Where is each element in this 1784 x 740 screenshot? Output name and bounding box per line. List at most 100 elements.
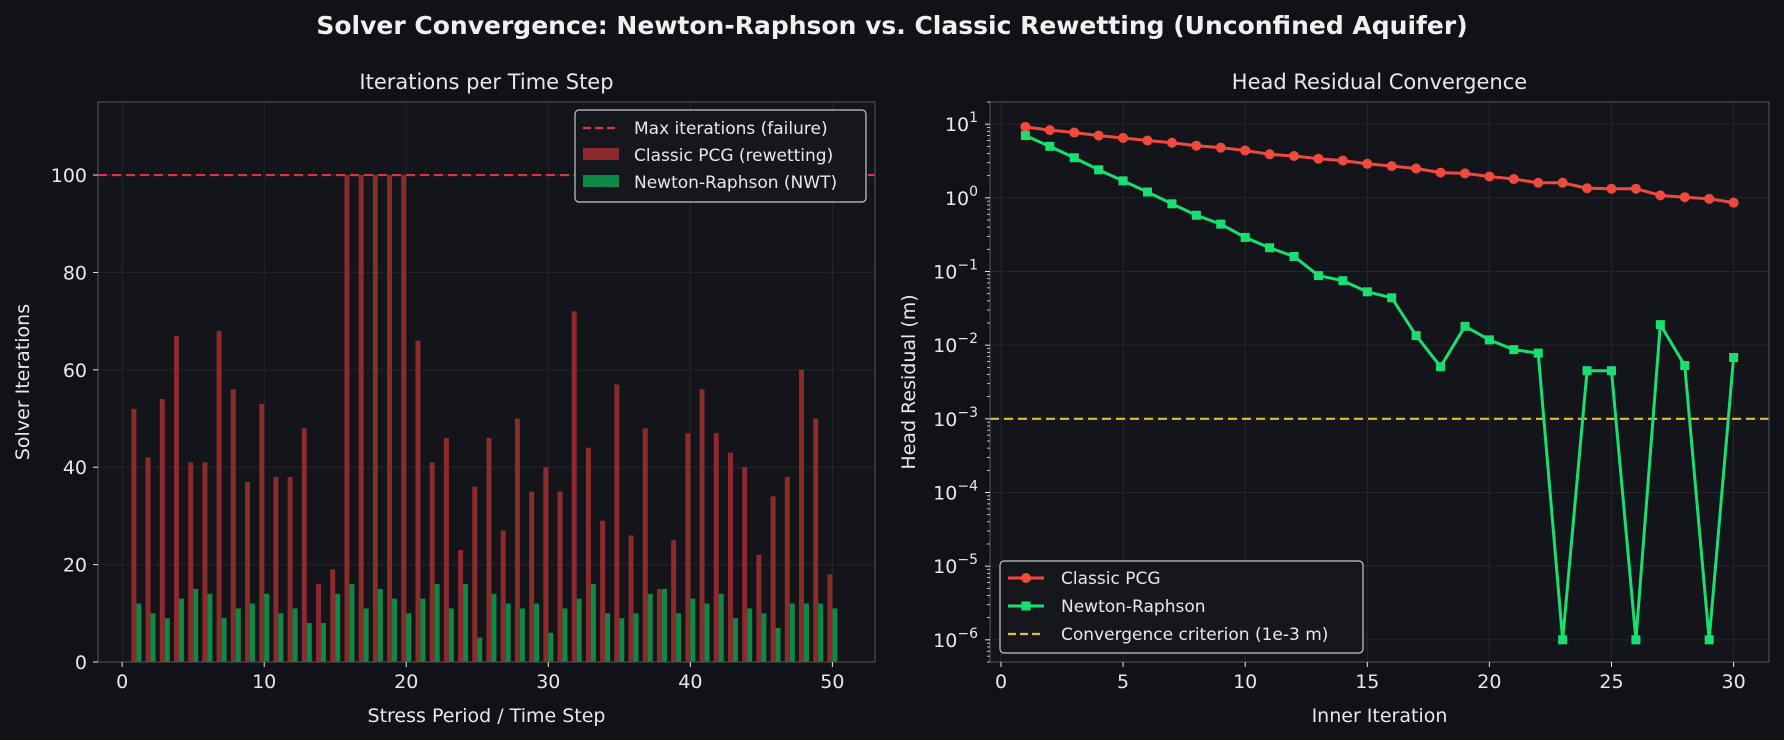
right-x-tick-label: 25 xyxy=(1599,671,1623,693)
classic-pcg-bar xyxy=(500,530,506,662)
classic-pcg-bar xyxy=(344,175,350,663)
newton-raphson-bar xyxy=(207,593,213,662)
right-y-tick-label: 100 xyxy=(945,184,978,210)
classic-pcg-point xyxy=(1240,145,1251,156)
left-y-tick-label: 40 xyxy=(63,457,87,479)
right-y-tick-label: 10−1 xyxy=(933,258,978,284)
classic-pcg-point xyxy=(1313,153,1324,164)
classic-pcg-bar xyxy=(415,340,421,662)
left-bars xyxy=(131,175,838,663)
newton-raphson-point xyxy=(1411,331,1421,341)
newton-raphson-bar xyxy=(576,598,582,662)
newton-raphson-bar xyxy=(633,613,639,662)
classic-pcg-point xyxy=(1166,137,1177,148)
classic-pcg-point xyxy=(1728,197,1739,208)
newton-raphson-point xyxy=(1240,232,1250,242)
newton-raphson-bar xyxy=(775,627,781,662)
classic-pcg-bar xyxy=(685,433,691,662)
classic-pcg-bar xyxy=(202,462,208,662)
newton-raphson-point xyxy=(1533,348,1543,358)
classic-pcg-point xyxy=(1630,183,1641,194)
newton-raphson-point xyxy=(1069,153,1079,163)
classic-pcg-point xyxy=(1508,174,1519,185)
classic-pcg-bar xyxy=(713,433,719,662)
newton-raphson-point xyxy=(1606,366,1616,376)
newton-raphson-bar xyxy=(647,593,653,662)
left-x-tick-label: 50 xyxy=(820,671,844,693)
left-x-tick-label: 0 xyxy=(116,671,128,693)
newton-raphson-bar xyxy=(377,588,383,662)
right-x-tick-label: 10 xyxy=(1233,671,1257,693)
newton-raphson-point xyxy=(1484,335,1494,345)
newton-raphson-bar xyxy=(392,598,398,662)
newton-raphson-point xyxy=(1631,635,1641,645)
classic-pcg-bar xyxy=(571,311,577,662)
classic-pcg-point xyxy=(1533,177,1544,188)
left-x-tick-label: 20 xyxy=(394,671,418,693)
classic-pcg-point xyxy=(1606,183,1617,194)
newton-raphson-point xyxy=(1680,360,1690,370)
newton-raphson-bar xyxy=(235,608,241,662)
classic-pcg-bar xyxy=(671,540,677,662)
right-y-tick-label: 10−6 xyxy=(933,626,978,652)
left-y-tick-label: 0 xyxy=(75,652,87,674)
classic-pcg-bar xyxy=(316,584,322,662)
classic-pcg-point xyxy=(1679,192,1690,203)
classic-pcg-bar xyxy=(770,496,776,662)
classic-pcg-bar xyxy=(727,452,733,662)
newton-raphson-bar xyxy=(818,603,824,662)
left-y-tick-label: 20 xyxy=(63,555,87,577)
newton-raphson-bar xyxy=(761,613,767,662)
legend-classic-swatch xyxy=(583,148,619,160)
newton-raphson-bar xyxy=(605,613,611,662)
newton-raphson-bar xyxy=(249,603,255,662)
newton-raphson-bar xyxy=(349,584,355,662)
newton-raphson-bar xyxy=(661,588,667,662)
classic-pcg-bar xyxy=(429,462,435,662)
right-y-tick-label: 10−3 xyxy=(933,405,978,431)
right-x-tick-label: 20 xyxy=(1477,671,1501,693)
classic-pcg-point xyxy=(1337,155,1348,166)
classic-pcg-point xyxy=(1704,193,1715,204)
classic-pcg-bar xyxy=(742,467,748,662)
classic-pcg-bar xyxy=(145,457,151,662)
newton-raphson-bar xyxy=(306,623,312,662)
classic-pcg-bar xyxy=(642,428,648,662)
left-y-tick-label: 100 xyxy=(51,165,87,187)
newton-raphson-point xyxy=(1460,321,1470,331)
newton-raphson-bar xyxy=(150,613,156,662)
newton-raphson-point xyxy=(1509,345,1519,355)
legend-newton-raphson-label: Newton-Raphson xyxy=(1061,597,1206,617)
right-x-tick-label: 5 xyxy=(1117,671,1129,693)
left-chart-title: Iterations per Time Step xyxy=(359,70,613,94)
classic-pcg-bar xyxy=(827,574,833,662)
newton-raphson-point xyxy=(1143,187,1153,197)
newton-raphson-bar xyxy=(363,608,369,662)
newton-raphson-point xyxy=(1045,141,1055,151)
classic-pcg-bar xyxy=(273,476,279,662)
newton-raphson-bar xyxy=(136,603,142,662)
newton-raphson-bar xyxy=(491,593,497,662)
classic-pcg-bar xyxy=(529,491,535,662)
classic-pcg-bar xyxy=(458,550,464,662)
right-chart-title: Head Residual Convergence xyxy=(1232,70,1527,94)
newton-raphson-bar xyxy=(420,598,426,662)
newton-raphson-point xyxy=(1436,362,1446,372)
right-axes-frame xyxy=(989,101,1770,663)
right-series xyxy=(1020,121,1739,645)
right-y-tick-label: 10−2 xyxy=(933,331,978,357)
classic-pcg-point xyxy=(1655,190,1666,201)
classic-pcg-bar xyxy=(784,476,790,662)
left-y-ticks: 0 20 40 60 80 100 xyxy=(51,165,98,674)
newton-raphson-bar xyxy=(548,632,554,662)
left-x-axis-label: Stress Period / Time Step xyxy=(368,705,606,727)
right-y-tick-label: 10−4 xyxy=(933,478,978,504)
classic-pcg-bar xyxy=(443,438,449,662)
newton-raphson-bar xyxy=(747,608,753,662)
left-x-tick-label: 30 xyxy=(536,671,560,693)
newton-raphson-point xyxy=(1387,293,1397,303)
newton-raphson-bar xyxy=(278,613,284,662)
classic-pcg-point xyxy=(1411,163,1422,174)
classic-pcg-bar xyxy=(287,476,293,662)
classic-pcg-bar xyxy=(472,486,478,662)
